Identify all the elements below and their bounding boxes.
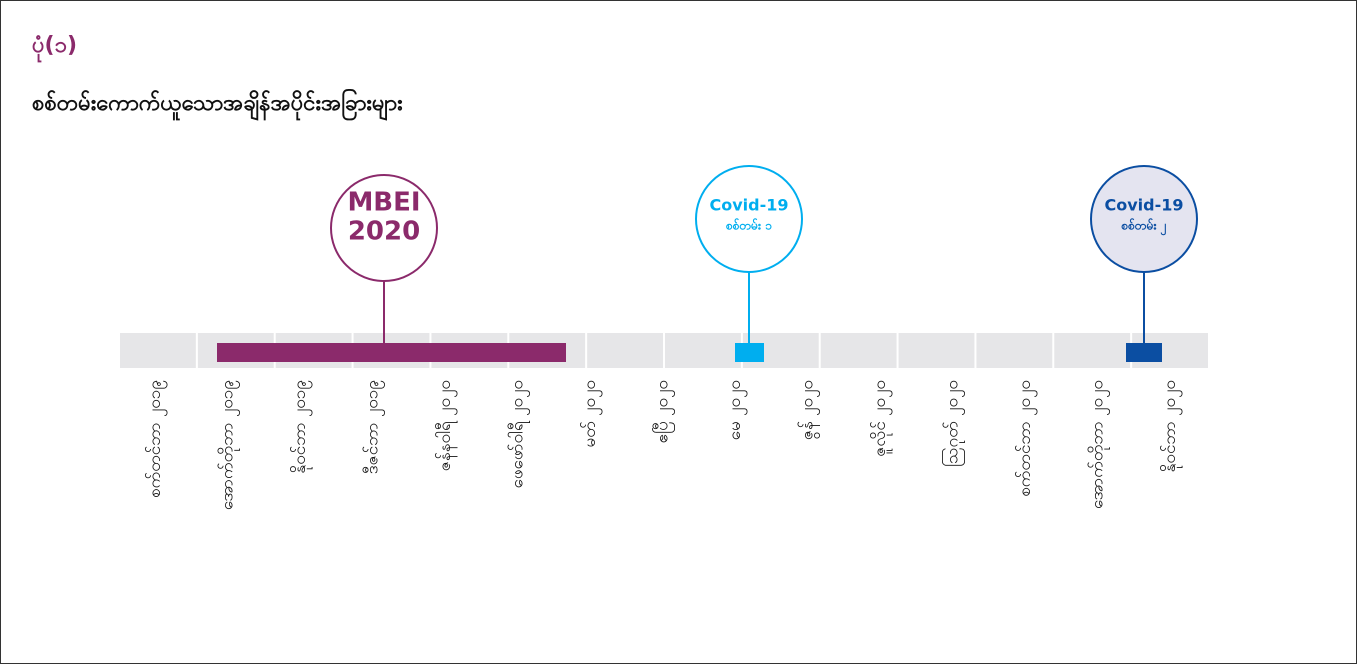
month-label: အောက်တိုဘာ ၂၀၁၉: [218, 380, 241, 510]
month-label: မတ် ၂၀၂၀: [580, 380, 603, 448]
event-label: Covid-19: [709, 196, 788, 215]
month-label: နိုဝင်ဘာ ၂၀၂၀: [1160, 380, 1183, 472]
month-cell: [1054, 333, 1131, 368]
title: စစ်တမ်းကောက်ယူသောအချိန်အပိုင်းအခြားများ: [32, 88, 403, 121]
month-label: အောက်တိုဘာ ၂၀၂၀: [1088, 380, 1111, 509]
month-cell: [976, 333, 1053, 368]
month-labels: စက်တင်ဘာ ၂၀၁၉ အောက်တိုဘာ ၂၀၁၉ နိုဝင်ဘာ ၂၀၁…: [145, 380, 1183, 510]
month-label: ဧပြီ ၂၀၂၀: [652, 380, 676, 443]
month-label: စက်တင်ဘာ ၂၀၁၉: [145, 380, 168, 498]
month-label: စက်တင်ဘာ ၂၀၂၀: [1015, 380, 1038, 497]
event-circle: [330, 174, 438, 282]
event-label: Covid-19: [1104, 196, 1183, 215]
month-label: ဇွန် ၂၀၂၀: [798, 380, 821, 440]
event-label: စစ်တမ်း ၁: [725, 217, 772, 233]
event-circle: [1090, 165, 1198, 273]
month-cell: [665, 333, 741, 368]
month-cell: [898, 333, 975, 368]
month-cell: [120, 333, 196, 368]
month-label: ဖေဖော်ဝါရီ ၂၀၂၀: [507, 380, 531, 488]
month-label: နိုဝင်ဘာ ၂၀၁၉: [290, 380, 313, 474]
month-label: ဇန်နဝါရီ ၂၀၂၀: [434, 380, 458, 471]
event-label: 2020: [348, 217, 420, 247]
covid1-period: [735, 343, 764, 362]
event-label: MBEI: [347, 188, 420, 218]
covid2-period: [1126, 343, 1162, 362]
event-label: စစ်တမ်း ၂: [1120, 217, 1166, 237]
mbei-period: [217, 343, 566, 362]
month-label: မေ ၂၀၂၀: [725, 380, 748, 440]
month-label: ဩဂုတ် ၂၀၂၀: [941, 380, 966, 467]
month-cell: [587, 333, 663, 368]
event-circle: [695, 165, 803, 273]
month-cell: [820, 333, 897, 368]
month-label: ဒီဇင်ဘာ ၂၀၁၉: [363, 380, 386, 474]
month-label: ဇူလိုင် ၂၀၂၀: [870, 380, 893, 457]
